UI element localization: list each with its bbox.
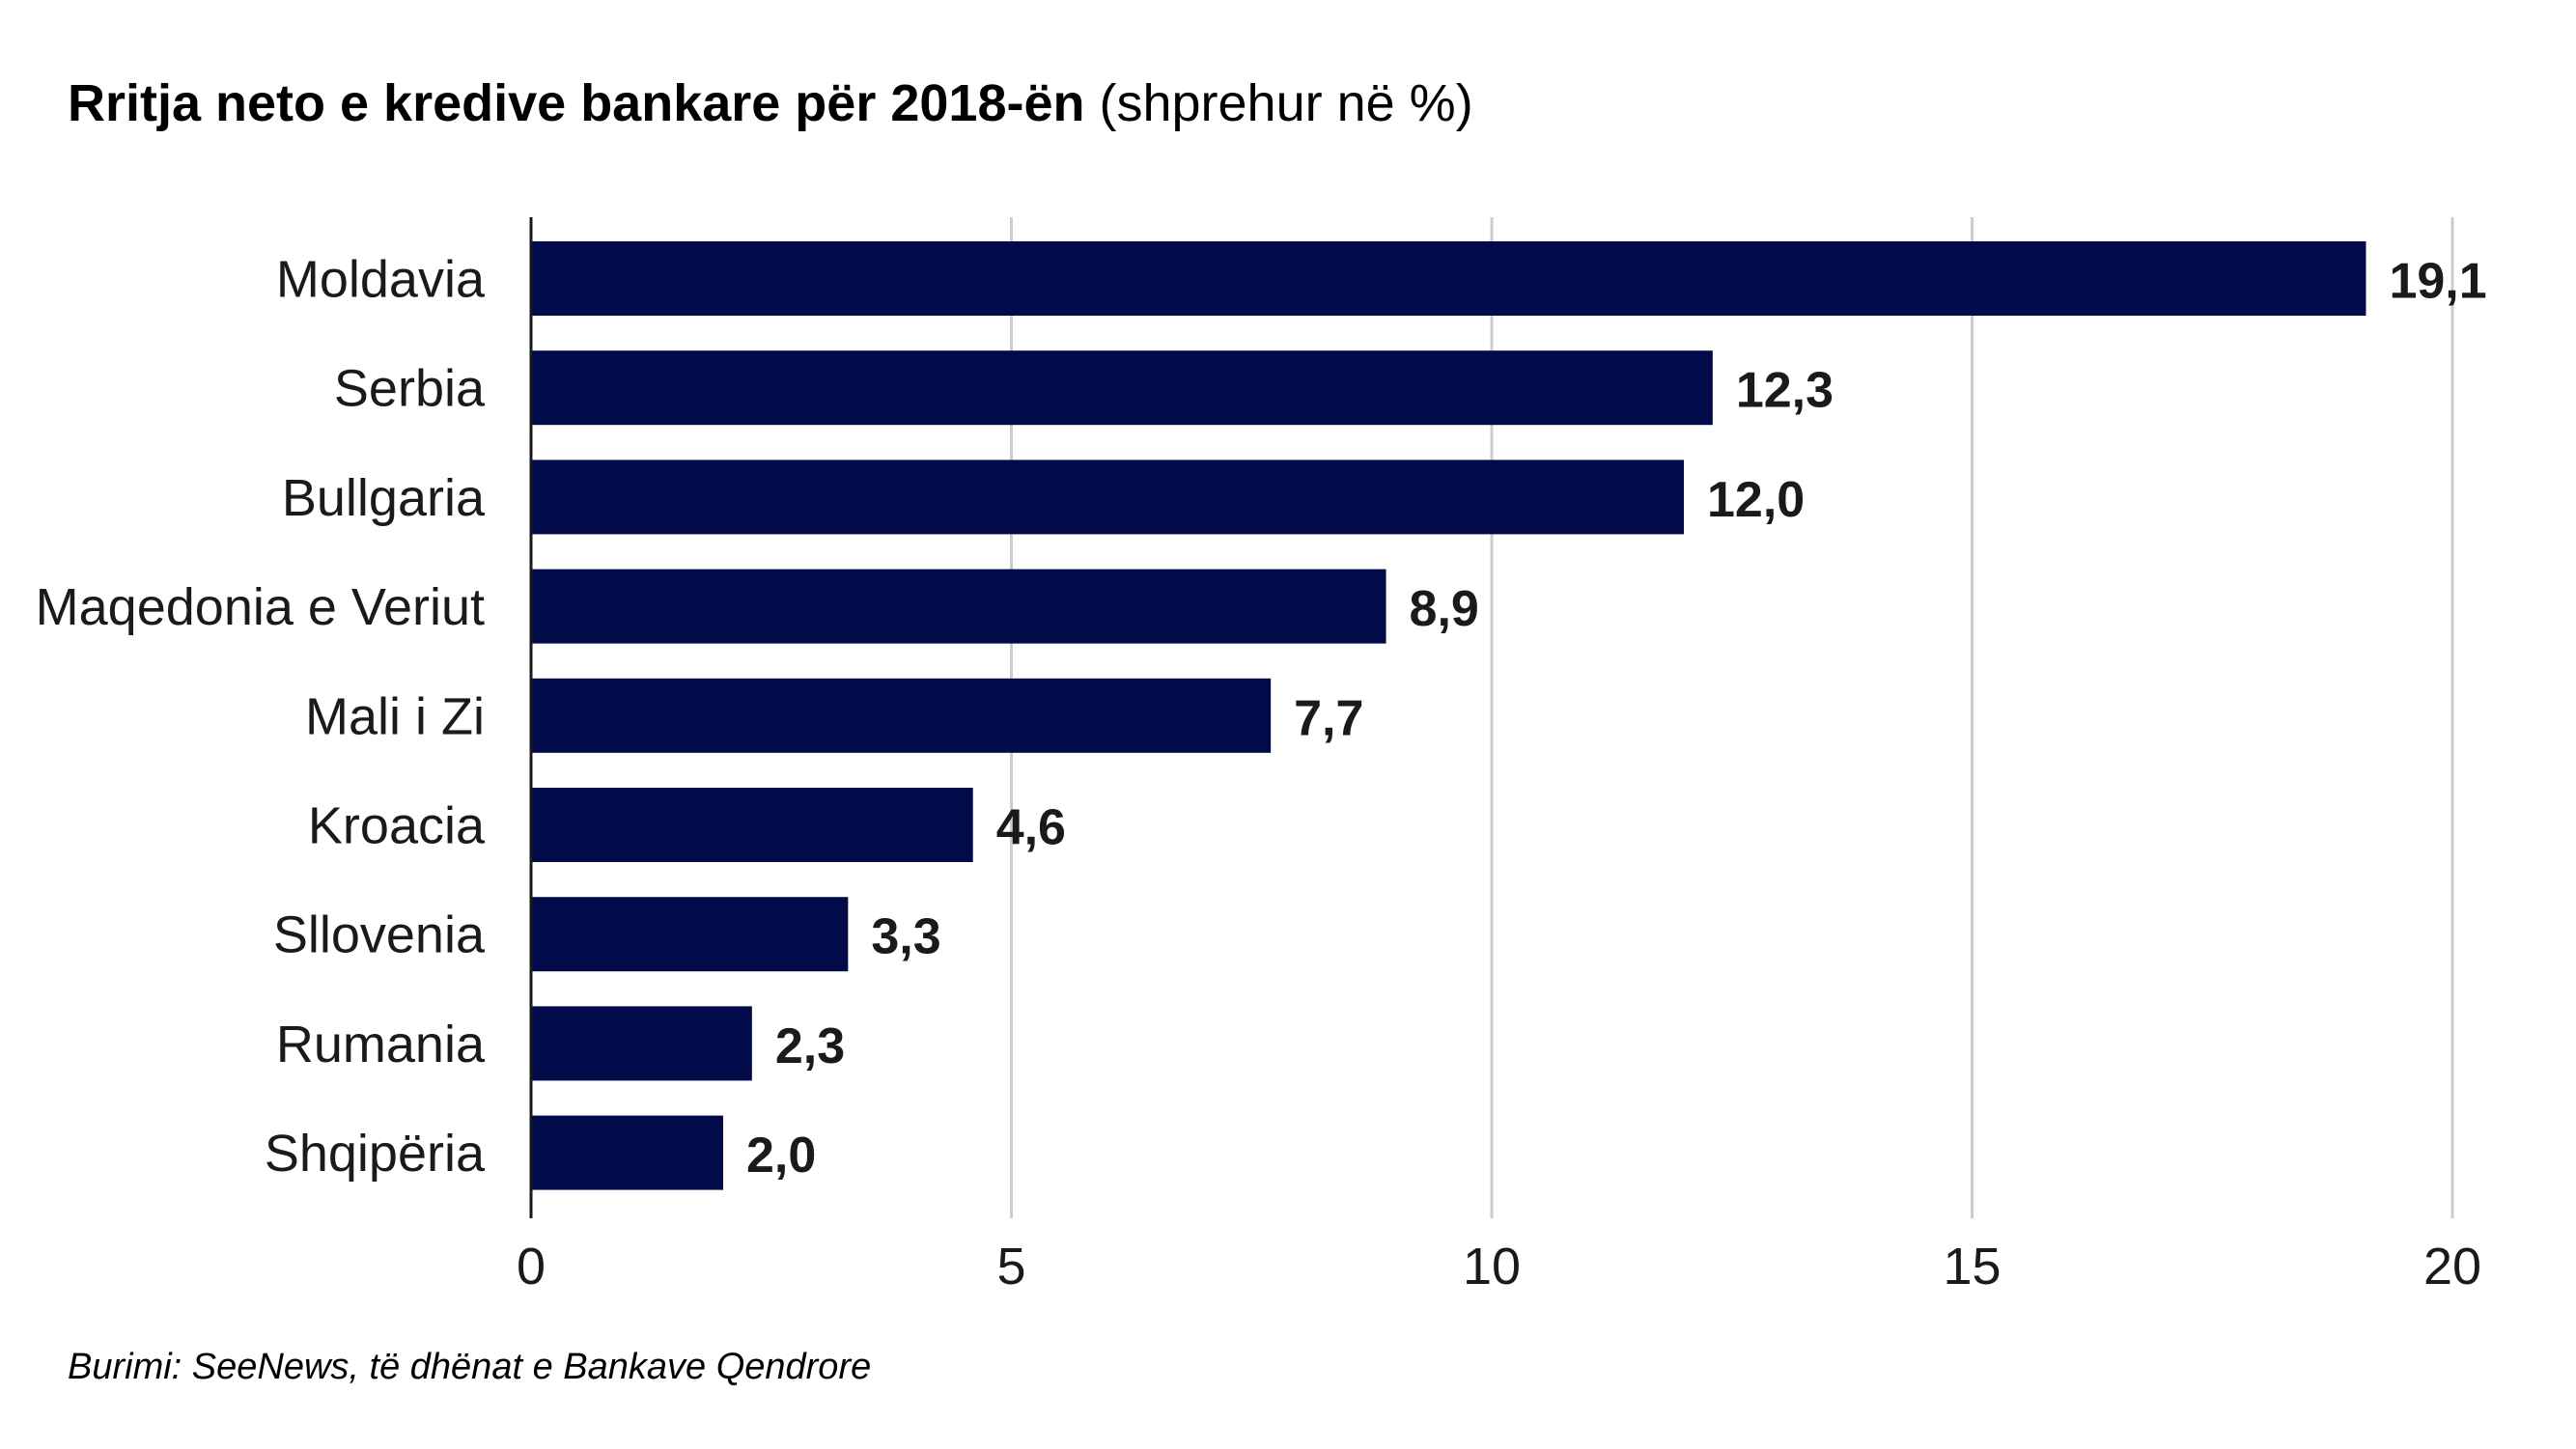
- category-label: Maqedonia e Veriut: [36, 578, 485, 636]
- x-tick-label: 10: [1463, 1238, 1521, 1296]
- value-label: 19,1: [2389, 254, 2486, 310]
- category-label: Serbia: [334, 360, 486, 418]
- bar: [531, 788, 973, 862]
- bar: [531, 897, 849, 972]
- bars: [531, 241, 2366, 1190]
- value-label: 8,9: [1410, 581, 1479, 637]
- category-label: Moldavia: [276, 251, 486, 309]
- value-label: 2,0: [746, 1128, 816, 1184]
- x-tick-label: 15: [1943, 1238, 2001, 1296]
- bar: [531, 1006, 752, 1081]
- category-label: Shqipëria: [265, 1125, 486, 1183]
- category-label: Mali i Zi: [305, 687, 485, 745]
- category-label: Bullgaria: [282, 469, 486, 527]
- chart-subtitle: (shprehur në %): [1100, 74, 1473, 132]
- bar: [531, 1115, 723, 1190]
- category-labels: Moldavia Serbia Bullgaria Maqedonia e Veriu…: [36, 251, 486, 1184]
- category-label: Kroacia: [308, 797, 486, 855]
- value-label: 4,6: [996, 800, 1066, 856]
- category-label: Sllovenia: [273, 906, 486, 964]
- x-tick-label: 5: [996, 1238, 1025, 1296]
- value-label: 3,3: [871, 909, 940, 965]
- x-tick-label: 20: [2423, 1238, 2481, 1296]
- value-label: 2,3: [775, 1018, 845, 1074]
- chart-title: Rritja neto e kredive bankare për 2018-ë…: [68, 74, 1473, 132]
- category-label: Rumania: [276, 1016, 486, 1073]
- value-label: 7,7: [1294, 690, 1363, 746]
- bar: [531, 569, 1386, 644]
- x-tick-labels: 0 5 10 15 20: [517, 1238, 2481, 1296]
- bar: [531, 241, 2366, 316]
- x-tick-label: 0: [517, 1238, 546, 1296]
- value-label: 12,3: [1736, 363, 1834, 419]
- value-labels: 19,1 12,3 12,0 8,9 7,7 4,6 3,3 2,3 2,0: [746, 254, 2487, 1184]
- chart-title-main: Rritja neto e kredive bankare për 2018-ë…: [68, 74, 1084, 132]
- source-note: Burimi: SeeNews, të dhënat e Bankave Qen…: [68, 1347, 871, 1387]
- bar: [531, 678, 1272, 753]
- bar: [531, 350, 1713, 426]
- value-label: 12,0: [1707, 472, 1805, 528]
- bar: [531, 460, 1684, 535]
